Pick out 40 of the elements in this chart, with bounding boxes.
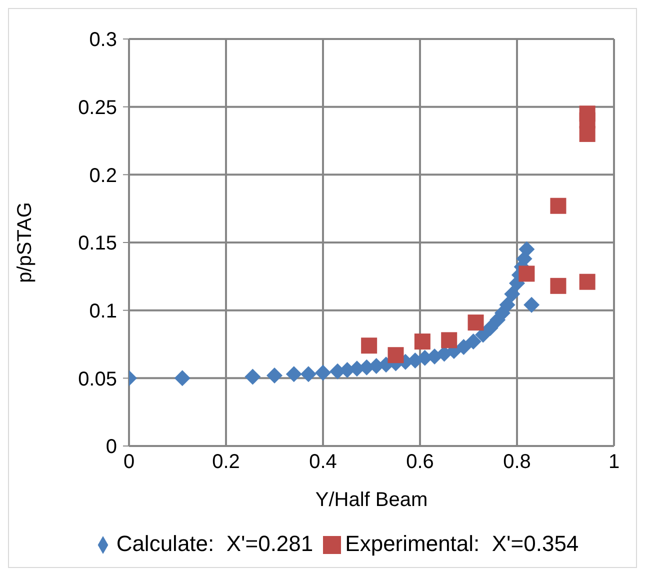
point bbox=[550, 278, 566, 294]
point bbox=[441, 332, 458, 348]
y-tick-label: 0.3 bbox=[89, 29, 117, 52]
point bbox=[266, 367, 282, 384]
x-tick-label: 0.4 bbox=[309, 451, 337, 474]
y-tick-label: 0.15 bbox=[78, 232, 117, 255]
y-axis-title: p/pSTAG bbox=[14, 202, 36, 283]
point bbox=[174, 370, 190, 386]
legend-label: Experimental: X'=0.354 bbox=[345, 531, 579, 556]
x-axis-title: Y/Half Beam bbox=[315, 489, 428, 511]
point bbox=[550, 198, 566, 214]
point bbox=[579, 106, 596, 122]
legend-label: Calculate: X'=0.281 bbox=[116, 531, 314, 556]
y-tick-label: 0.25 bbox=[78, 96, 117, 119]
point bbox=[286, 366, 302, 382]
point bbox=[518, 266, 535, 282]
x-tick-label: 1 bbox=[608, 451, 620, 474]
y-tick-label: 0.2 bbox=[89, 164, 117, 187]
x-tick-label: 0 bbox=[123, 451, 135, 474]
y-tick-label: 0.05 bbox=[78, 368, 117, 390]
point bbox=[315, 364, 331, 381]
point bbox=[482, 320, 498, 336]
point bbox=[300, 366, 316, 382]
point bbox=[456, 338, 472, 355]
x-tick-label: 0.8 bbox=[503, 451, 531, 474]
point bbox=[524, 296, 540, 313]
y-tick-label: 0 bbox=[106, 436, 117, 458]
point bbox=[414, 334, 430, 350]
point bbox=[361, 338, 378, 354]
point bbox=[468, 314, 484, 331]
point bbox=[499, 296, 516, 313]
point bbox=[244, 368, 261, 385]
point bbox=[579, 274, 596, 290]
x-tick-label: 0.2 bbox=[212, 451, 240, 474]
point bbox=[518, 241, 535, 258]
x-tick-label: 0.6 bbox=[406, 451, 434, 474]
y-tick-label: 0.1 bbox=[89, 300, 117, 322]
point bbox=[388, 347, 404, 364]
point bbox=[465, 334, 482, 350]
point bbox=[504, 286, 520, 302]
